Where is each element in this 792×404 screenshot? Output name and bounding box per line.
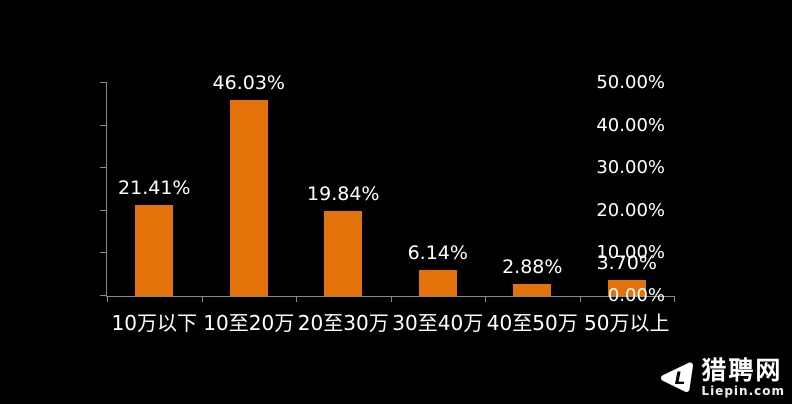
x-axis-tick xyxy=(107,296,108,302)
svg-text:L: L xyxy=(675,369,686,389)
y-axis-tick xyxy=(100,252,107,254)
y-axis-tick-label: 50.00% xyxy=(596,72,665,93)
plot-area: 21.41% 10万以下 46.03% 10至20万 19.84% 20至30万 6.14%… xyxy=(100,73,675,333)
bar-column: 19.84% 20至30万 xyxy=(296,83,391,333)
x-axis-category-label: 40至50万 xyxy=(486,311,578,335)
bar xyxy=(229,99,268,296)
bar-column: 3.70% 50万以上 xyxy=(580,83,675,333)
y-axis-tick-label: 40.00% xyxy=(596,114,665,136)
bar-value-label: 46.03% xyxy=(212,71,285,94)
y-axis-tick xyxy=(100,295,107,296)
y-axis-tick-label: 20.00% xyxy=(596,199,665,221)
y-axis-tick xyxy=(100,82,107,83)
bar xyxy=(418,269,457,296)
x-axis-tick xyxy=(201,296,203,302)
x-axis-category-label: 10至20万 xyxy=(203,311,295,335)
x-axis-category-label: 30至40万 xyxy=(392,311,484,335)
bar xyxy=(324,211,363,296)
bar xyxy=(135,204,174,296)
bar-value-label: 6.14% xyxy=(407,241,468,264)
bar xyxy=(513,283,552,296)
bar-column: 2.88% 40至50万 xyxy=(485,83,580,333)
liepin-logo-text: 猎聘网 Liepin.com xyxy=(701,358,785,397)
x-axis-tick xyxy=(296,296,297,302)
y-axis-tick xyxy=(100,209,107,211)
bar-column: 21.41% 10万以下 xyxy=(107,83,202,333)
x-axis-tick xyxy=(390,296,392,302)
liepin-logo-icon: L xyxy=(661,362,694,392)
y-axis-tick-label: 10.00% xyxy=(596,242,665,264)
x-axis-tick xyxy=(485,296,486,302)
bar-value-label: 3.70% xyxy=(596,252,657,275)
y-axis-tick-label: 0.00% xyxy=(607,285,665,306)
y-axis-tick xyxy=(100,124,107,126)
y-axis-tick-label: 30.00% xyxy=(596,157,665,179)
liepin-brand-cn: 猎聘网 xyxy=(701,356,783,385)
bar-value-label: 19.84% xyxy=(307,183,380,206)
x-axis-tick xyxy=(579,296,581,302)
liepin-logo: L 猎聘网 Liepin.com xyxy=(660,358,785,397)
bar xyxy=(607,280,646,296)
bar-value-label: 2.88% xyxy=(502,255,563,278)
x-axis-category-label: 20至30万 xyxy=(297,311,389,335)
bar-value-label: 21.41% xyxy=(118,176,191,199)
bar-column: 6.14% 30至40万 xyxy=(391,83,486,333)
x-axis-tick xyxy=(674,296,675,302)
bars-row: 21.41% 10万以下 46.03% 10至20万 19.84% 20至30万 6.14%… xyxy=(107,73,675,333)
y-axis-tick xyxy=(100,167,107,169)
x-axis-category-label: 10万以下 xyxy=(111,311,197,335)
bar-column: 46.03% 10至20万 xyxy=(202,73,297,333)
liepin-brand-en: Liepin.com xyxy=(701,384,785,398)
x-axis-category-label: 50万以上 xyxy=(584,311,670,335)
